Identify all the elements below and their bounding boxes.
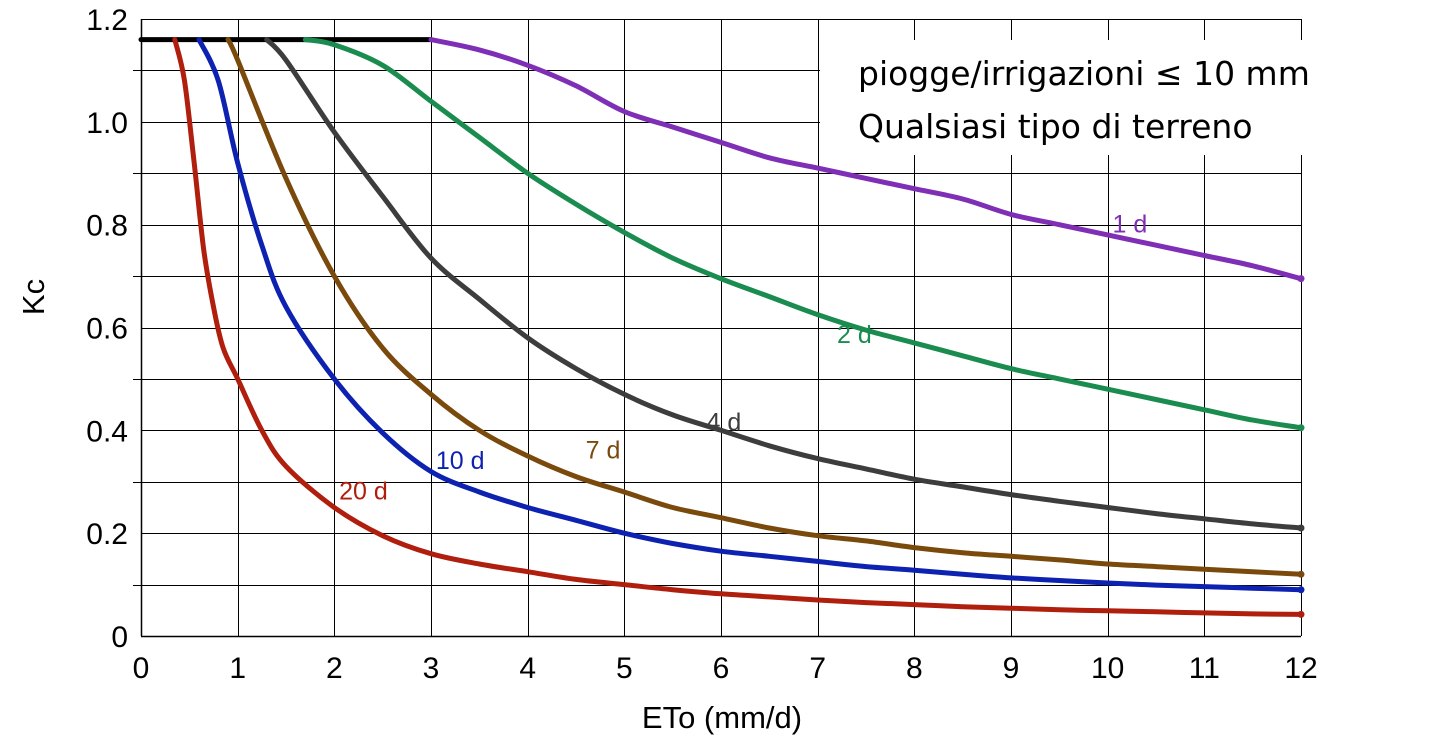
x-tick-label: 0	[133, 652, 150, 685]
series-label-4d: 4 d	[707, 408, 742, 436]
y-tick-label: 1.2	[86, 4, 128, 37]
series-label-20d: 20 d	[339, 478, 388, 506]
x-tick-label: 5	[616, 652, 633, 685]
annotation-background	[820, 40, 1380, 155]
series-line-20d	[172, 37, 1304, 617]
y-axis-title: Kc	[16, 279, 51, 315]
series-line-10d	[196, 37, 1304, 593]
y-tick-label: 0.8	[86, 210, 128, 243]
y-tick-label: 0	[111, 621, 128, 654]
series-label-7d: 7 d	[586, 437, 621, 465]
x-tick-label: 8	[906, 652, 923, 685]
series-end-point-4d	[1297, 524, 1305, 532]
annotation-line-1: piogge/irrigazioni ≤ 10 mm	[858, 54, 1310, 93]
series-end-point-20d	[1297, 610, 1305, 618]
y-tick-label: 0.2	[86, 518, 128, 551]
x-tick-label: 11	[1189, 652, 1220, 685]
x-tick-label: 2	[326, 652, 343, 685]
x-tick-label: 9	[1003, 652, 1020, 685]
series-label-2d: 2 d	[837, 321, 872, 349]
y-tick-label: 1.0	[86, 107, 128, 140]
series-labels: 1 d 2 d 4 d 7 d 10 d 20 d	[339, 210, 1147, 505]
y-tick-label: 0.6	[86, 313, 128, 346]
series-line-2d	[302, 37, 1304, 431]
y-tick-label: 0.4	[86, 415, 128, 448]
x-tick-label: 10	[1091, 652, 1124, 685]
series-end-point-2d	[1297, 424, 1305, 432]
x-tick-label: 12	[1284, 652, 1317, 685]
series-end-point-10d	[1297, 586, 1305, 594]
series-line-1d	[428, 37, 1304, 282]
series-line-4d	[264, 37, 1304, 531]
x-tick-label: 4	[519, 652, 536, 685]
series-end-point-7d	[1297, 570, 1305, 578]
x-tick-label: 6	[713, 652, 730, 685]
annotation-line-2: Qualsiasi tipo di terreno	[858, 107, 1253, 146]
x-axis-title: ETo (mm/d)	[642, 700, 802, 735]
x-tick-label: 7	[809, 652, 826, 685]
series-label-1d: 1 d	[1113, 210, 1148, 238]
data-lines	[138, 37, 1305, 618]
x-tick-label: 3	[423, 652, 440, 685]
series-label-10d: 10 d	[436, 447, 485, 475]
series-line-7d	[225, 37, 1304, 577]
x-tick-label: 1	[229, 652, 246, 685]
series-end-point-1d	[1297, 275, 1305, 283]
